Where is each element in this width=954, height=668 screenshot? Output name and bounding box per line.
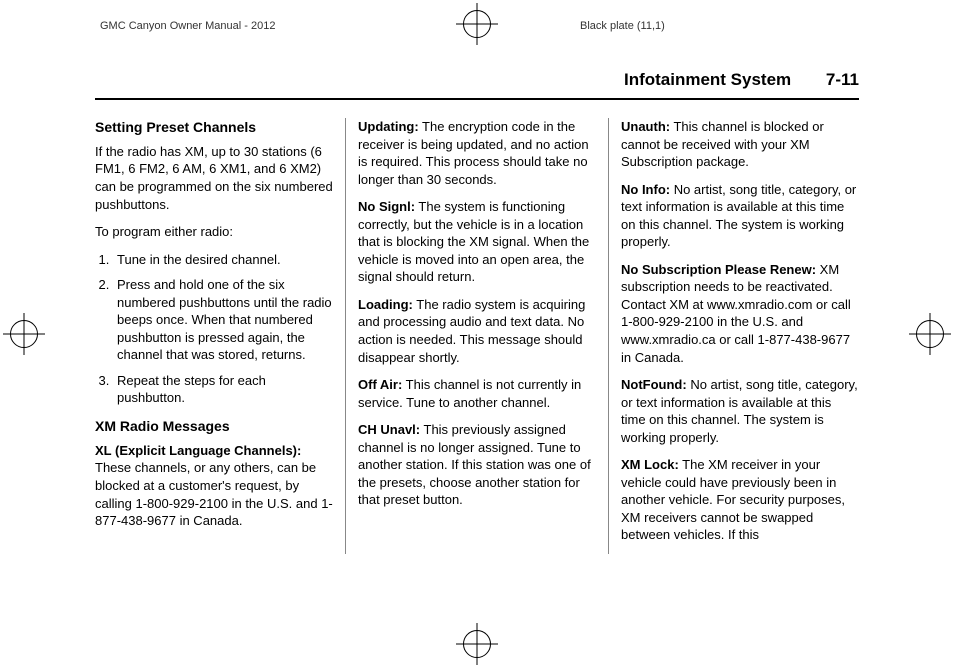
registration-mark-top-icon: [463, 10, 491, 38]
list-item: Repeat the steps for each pushbutton.: [113, 372, 333, 407]
page-container: Infotainment System 7-11 Setting Preset …: [95, 70, 859, 628]
definition-label: No Info:: [621, 182, 670, 197]
column-1: Setting Preset Channels If the radio has…: [95, 118, 345, 554]
page-number: 7-11: [826, 70, 859, 89]
registration-mark-bottom-icon: [463, 630, 491, 658]
heading-preset-channels: Setting Preset Channels: [95, 118, 333, 137]
definition-label: Updating:: [358, 119, 419, 134]
content-columns: Setting Preset Channels If the radio has…: [95, 118, 859, 554]
column-2: Updating: The encryption code in the rec…: [345, 118, 608, 554]
definition-not-found: NotFound: No artist, song title, categor…: [621, 376, 859, 446]
paragraph: To program either radio:: [95, 223, 333, 241]
paragraph: If the radio has XM, up to 30 stations (…: [95, 143, 333, 213]
list-item: Press and hold one of the six numbered p…: [113, 276, 333, 364]
definition-label: No Signl:: [358, 199, 415, 214]
definition-ch-unavl: CH Unavl: This previously assigned chann…: [358, 421, 596, 509]
definition-unauth: Unauth: This channel is blocked or canno…: [621, 118, 859, 171]
definition-no-subscription: No Subscription Please Renew: XM subscri…: [621, 261, 859, 366]
definition-label: No Subscription Please Renew:: [621, 262, 816, 277]
page-header: Infotainment System 7-11: [95, 70, 859, 100]
definition-label: XL (Explicit Language Channels):: [95, 443, 301, 458]
definition-no-info: No Info: No artist, song title, category…: [621, 181, 859, 251]
definition-updating: Updating: The encryption code in the rec…: [358, 118, 596, 188]
definition-label: Off Air:: [358, 377, 402, 392]
definition-label: Loading:: [358, 297, 413, 312]
list-item: Tune in the desired channel.: [113, 251, 333, 269]
steps-list: Tune in the desired channel. Press and h…: [113, 251, 333, 407]
definition-label: Unauth:: [621, 119, 670, 134]
definition-xm-lock: XM Lock: The XM receiver in your vehicle…: [621, 456, 859, 544]
definition-loading: Loading: The radio system is acquiring a…: [358, 296, 596, 366]
definition-text: These channels, or any others, can be bl…: [95, 460, 333, 528]
definition-label: XM Lock:: [621, 457, 679, 472]
plate-info: Black plate (11,1): [580, 20, 665, 32]
definition-label: CH Unavl:: [358, 422, 420, 437]
manual-title: GMC Canyon Owner Manual - 2012: [100, 20, 275, 32]
registration-mark-right-icon: [916, 320, 944, 348]
heading-xm-messages: XM Radio Messages: [95, 417, 333, 436]
column-3: Unauth: This channel is blocked or canno…: [608, 118, 859, 554]
registration-mark-left-icon: [10, 320, 38, 348]
definition-text: XM subscription needs to be reactivated.…: [621, 262, 851, 365]
definition-no-signl: No Signl: The system is functioning corr…: [358, 198, 596, 286]
definition-off-air: Off Air: This channel is not currently i…: [358, 376, 596, 411]
definition-xl: XL (Explicit Language Channels): These c…: [95, 442, 333, 530]
definition-label: NotFound:: [621, 377, 687, 392]
chapter-title: Infotainment System: [624, 70, 791, 89]
